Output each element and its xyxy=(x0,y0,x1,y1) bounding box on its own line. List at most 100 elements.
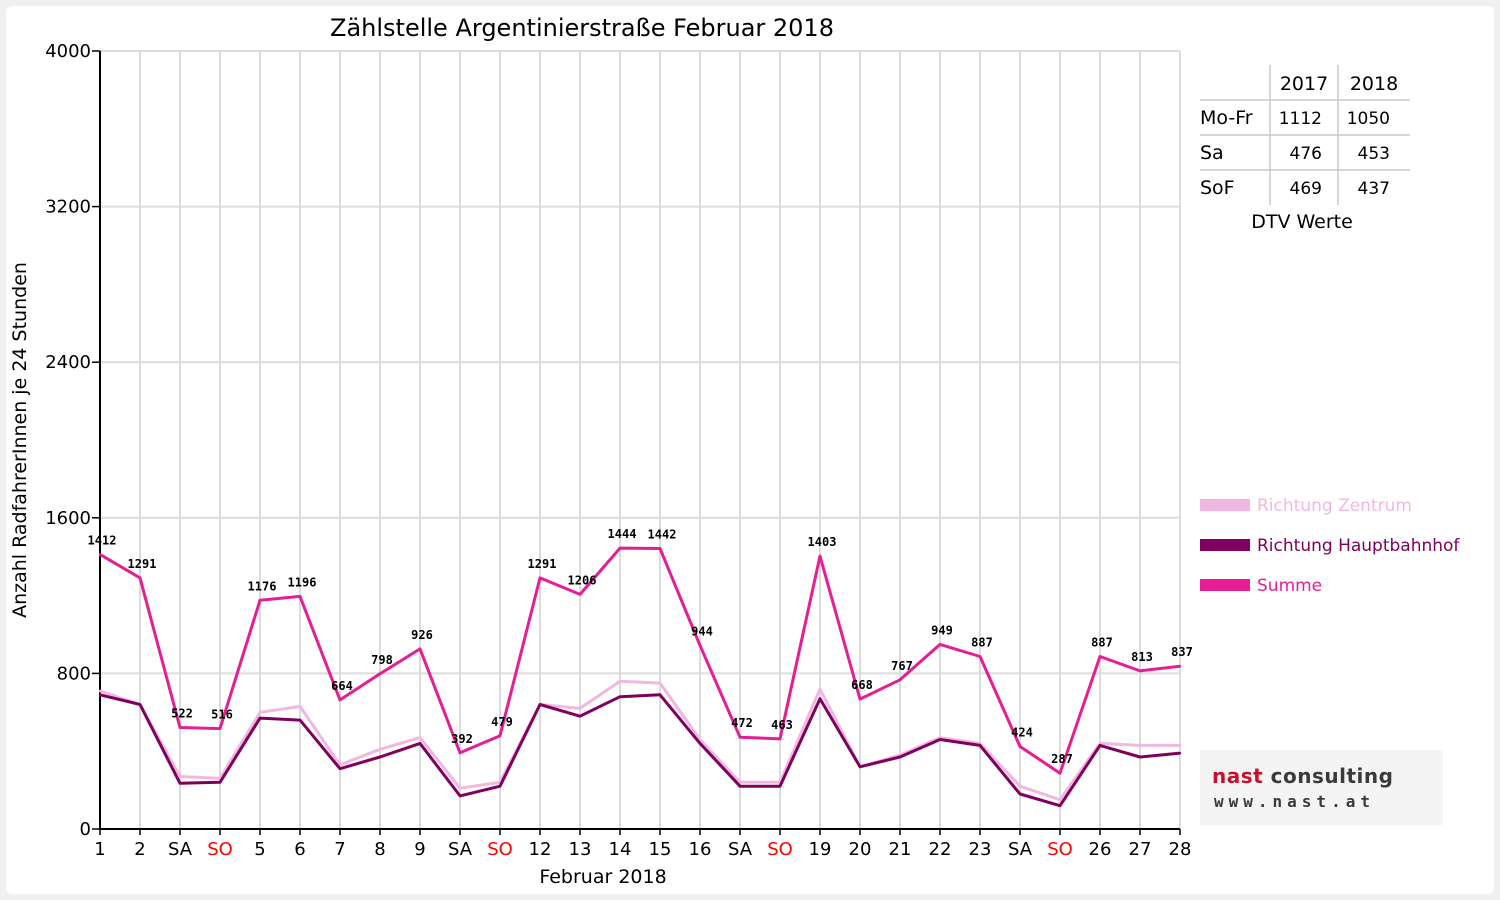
series-point xyxy=(98,693,102,696)
series-point xyxy=(618,695,622,698)
data-label: 516 xyxy=(211,708,233,722)
chart-frame xyxy=(6,6,1494,894)
series-point xyxy=(1178,665,1182,668)
series-point xyxy=(1098,655,1102,658)
table-row-label: Sa xyxy=(1200,142,1224,164)
series-line-2 xyxy=(99,693,1181,808)
data-label: 1291 xyxy=(128,557,157,571)
data-label: 479 xyxy=(491,715,513,729)
series-point xyxy=(538,576,542,580)
data-label: 813 xyxy=(1131,650,1153,664)
series-point xyxy=(1138,744,1142,747)
y-tick-label: 4000 xyxy=(45,41,91,62)
series-point xyxy=(458,751,462,754)
series-point xyxy=(138,576,142,580)
data-label: 949 xyxy=(931,623,953,637)
series-point xyxy=(218,781,222,784)
legend-swatch xyxy=(1200,579,1250,591)
table-row-label: Mo-Fr xyxy=(1200,107,1253,129)
data-label: 1206 xyxy=(568,573,597,587)
legend: Richtung Zentrum Richtung Hauptbahnhof Sum… xyxy=(1200,496,1460,596)
series-point xyxy=(258,599,262,602)
series-point xyxy=(658,681,662,685)
series-point xyxy=(1098,744,1102,747)
table-cell: 476 xyxy=(1290,144,1322,164)
series-point xyxy=(738,781,742,784)
series-point xyxy=(818,554,822,558)
series-line-1 xyxy=(99,679,1180,802)
data-label: 463 xyxy=(771,718,793,732)
series-point xyxy=(698,738,702,741)
logo-url: www.nast.at xyxy=(1214,792,1375,811)
series-point xyxy=(338,763,342,767)
nast-consulting-logo: nast consulting www.nast.at xyxy=(1200,750,1443,825)
series-point xyxy=(778,737,782,741)
x-tick-label: 14 xyxy=(609,839,632,860)
series-point xyxy=(258,716,262,720)
data-label: 472 xyxy=(731,716,753,730)
series-point xyxy=(458,794,462,798)
series-point xyxy=(418,742,422,745)
table-cell: 469 xyxy=(1290,179,1322,199)
data-label: 926 xyxy=(411,628,433,642)
series-point xyxy=(1178,751,1182,755)
x-tick-label: 7 xyxy=(334,839,345,860)
data-label: 767 xyxy=(891,659,913,673)
series-point xyxy=(578,707,582,710)
data-label: 392 xyxy=(451,732,473,746)
series-point xyxy=(738,785,742,788)
x-tick-label: 9 xyxy=(414,839,425,860)
dtv-table: 2017 2018 Mo-Fr 1112 1050 Sa 476 453 SoF 469 437DT… xyxy=(1200,65,1410,233)
data-label-layer: 1412 1291 522 516 1176 1196 664 798 926 392 479 129… xyxy=(88,527,1193,766)
legend-label: Summe xyxy=(1257,576,1322,596)
series-point xyxy=(498,734,502,738)
series-point xyxy=(218,727,222,730)
table-cell: 1112 xyxy=(1279,109,1322,129)
series-point xyxy=(618,546,622,550)
series-point xyxy=(298,595,302,598)
x-tick-label: 16 xyxy=(689,839,712,860)
table-cell: 437 xyxy=(1358,179,1390,199)
series-point xyxy=(658,693,662,696)
series-point xyxy=(1178,744,1182,747)
x-tick-label: 20 xyxy=(849,839,872,860)
y-tick-label: 3200 xyxy=(45,197,91,218)
x-tick-label: SO xyxy=(1047,839,1073,860)
data-label: 1291 xyxy=(528,557,557,571)
series-point xyxy=(298,718,302,722)
series-point xyxy=(618,679,622,683)
series-point xyxy=(1058,771,1062,775)
x-tick-label: 13 xyxy=(569,839,592,860)
y-tick-label: 2400 xyxy=(45,352,91,373)
series-point xyxy=(378,748,382,751)
series-layer xyxy=(98,546,1182,808)
x-tick-label: 26 xyxy=(1089,839,1112,860)
series-point xyxy=(698,742,702,745)
series-point xyxy=(418,736,422,739)
series-point xyxy=(498,785,502,788)
legend-swatch xyxy=(1200,499,1250,511)
x-tick-label: 27 xyxy=(1129,839,1152,860)
data-label: 1444 xyxy=(608,527,637,541)
series-point xyxy=(298,705,302,708)
logo-brand: nast consulting xyxy=(1212,764,1393,788)
series-point xyxy=(178,726,182,729)
data-label: 664 xyxy=(331,679,353,693)
data-label: 837 xyxy=(1171,645,1193,659)
data-label: 1412 xyxy=(88,533,117,547)
y-tick-label: 0 xyxy=(80,819,91,840)
table-cell: 1050 xyxy=(1347,109,1390,129)
data-label: 668 xyxy=(851,678,873,692)
series-point xyxy=(938,738,942,741)
x-tick-label: 12 xyxy=(529,839,552,860)
data-label: 1442 xyxy=(648,528,677,542)
series-point xyxy=(858,765,862,768)
x-tick-label: SO xyxy=(207,839,233,860)
series-point xyxy=(458,786,462,790)
series-point xyxy=(1018,792,1022,796)
y-axis-title: Anzahl RadfahrerInnen je 24 Stunden xyxy=(9,262,31,618)
data-label: 887 xyxy=(1091,635,1113,649)
data-label: 798 xyxy=(371,653,393,667)
